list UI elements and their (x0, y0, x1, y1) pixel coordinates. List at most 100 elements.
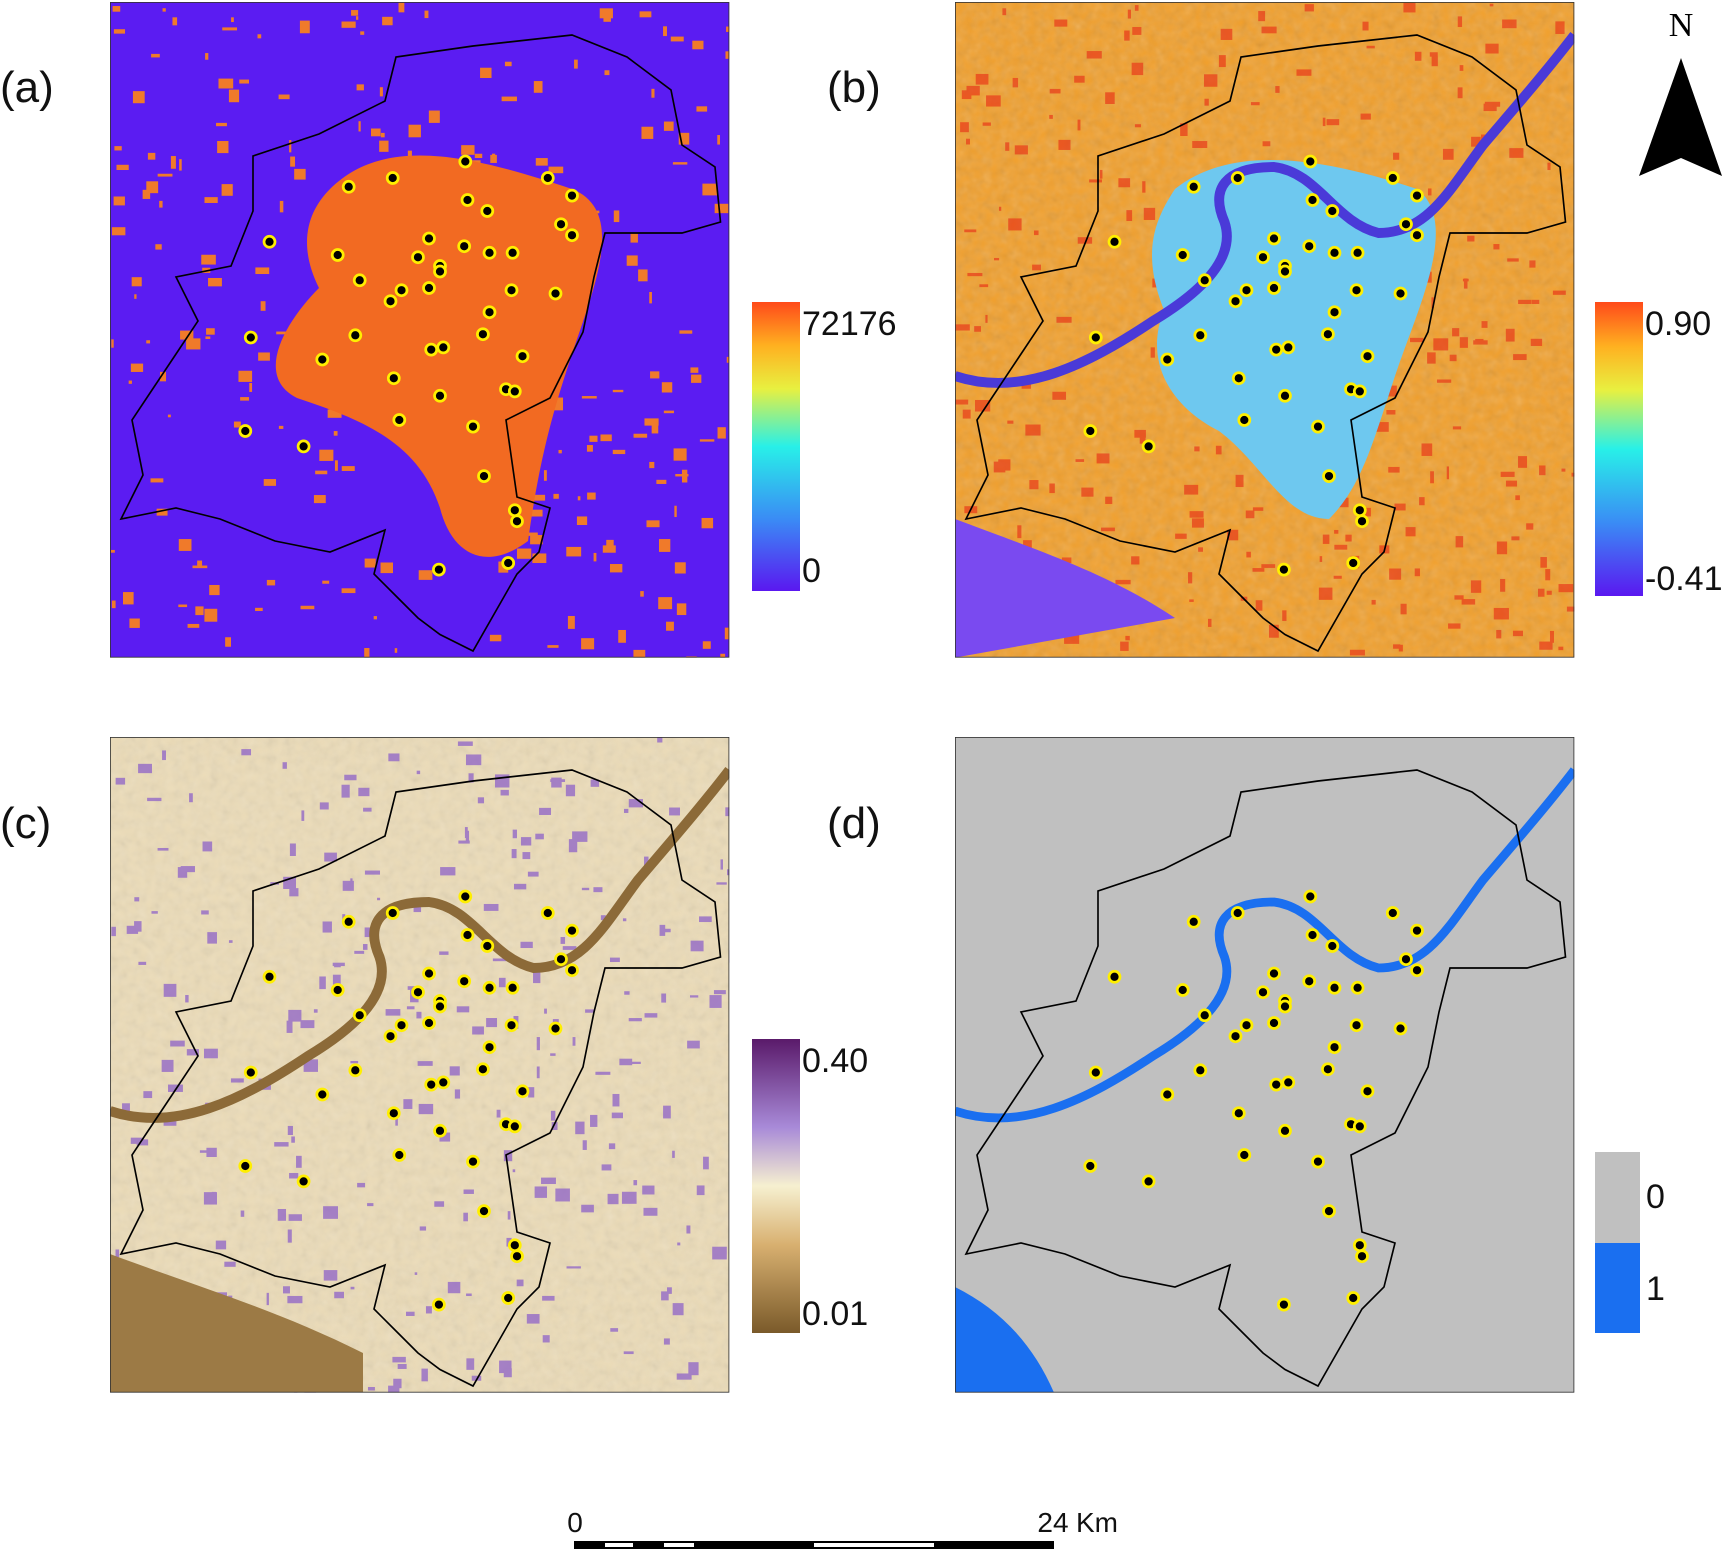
legend-label: 1 (1646, 1270, 1665, 1308)
land-patch (496, 1109, 501, 1118)
land-patch (1261, 564, 1276, 568)
land-patch (1319, 556, 1323, 562)
land-patch (533, 81, 543, 93)
land-patch (663, 410, 674, 414)
land-patch (663, 121, 674, 131)
land-patch (417, 1061, 433, 1066)
land-patch (702, 183, 718, 196)
land-patch (1175, 533, 1187, 539)
land-patch (379, 87, 383, 97)
land-patch (1511, 536, 1520, 541)
land-patch (225, 637, 232, 647)
land-patch (1132, 27, 1142, 35)
land-patch (714, 203, 729, 214)
land-patch (364, 558, 376, 568)
land-patch (638, 269, 648, 282)
land-patch (416, 770, 421, 775)
land-patch (1547, 162, 1551, 171)
legend-min: 0 (802, 552, 821, 590)
panel-label: (d) (827, 799, 881, 848)
land-patch (1180, 123, 1188, 137)
land-patch (201, 910, 209, 915)
land-patch (419, 1226, 427, 1231)
land-patch (600, 434, 612, 442)
land-patch (403, 1099, 413, 1109)
land-patch (344, 774, 357, 781)
land-patch (535, 833, 544, 840)
land-patch (590, 1114, 598, 1127)
land-patch (255, 267, 270, 275)
land-patch (566, 546, 582, 557)
land-patch (151, 911, 158, 914)
land-patch (511, 849, 517, 859)
land-patch (1120, 641, 1129, 651)
land-patch (477, 797, 485, 804)
land-patch (1017, 525, 1022, 539)
land-patch (643, 1207, 658, 1216)
land-patch (289, 1172, 299, 1179)
land-patch (180, 866, 195, 873)
land-patch (1410, 337, 1424, 343)
land-patch (507, 1211, 511, 1220)
land-patch (955, 399, 969, 405)
land-patch (1414, 51, 1422, 61)
land-patch (1473, 340, 1488, 345)
land-patch (550, 779, 566, 782)
land-patch (1105, 92, 1115, 105)
land-patch (1493, 607, 1509, 620)
land-patch (1322, 117, 1326, 127)
land-patch (1531, 299, 1540, 304)
land-patch (587, 492, 596, 500)
land-patch (702, 641, 711, 649)
land-patch (1538, 588, 1545, 597)
land-patch (660, 928, 671, 933)
land-patch (1481, 321, 1488, 328)
panel-label: (a) (0, 63, 54, 112)
land-patch (1452, 328, 1460, 337)
land-patch (979, 284, 989, 288)
land-patch (1089, 179, 1102, 183)
land-patch (716, 882, 727, 885)
land-patch (289, 140, 292, 153)
land-patch (1124, 30, 1130, 41)
land-patch (195, 606, 204, 616)
land-patch (1421, 443, 1433, 456)
land-patch (1056, 316, 1072, 323)
land-patch (630, 233, 638, 243)
map-panel (955, 2, 1575, 658)
land-patch (1064, 632, 1080, 644)
land-patch (206, 328, 215, 335)
land-patch (1457, 87, 1463, 99)
land-patch (725, 51, 730, 59)
land-patch (1007, 420, 1014, 424)
land-patch (1507, 258, 1519, 262)
north-label: N (1669, 7, 1694, 44)
land-patch (622, 918, 627, 922)
land-patch (536, 1066, 540, 1079)
land-patch (151, 53, 160, 58)
land-patch (490, 154, 497, 163)
land-patch (221, 184, 233, 196)
land-patch (1529, 260, 1536, 268)
land-patch (669, 807, 680, 816)
scale-label: 24 (1037, 1507, 1068, 1538)
land-patch (168, 1084, 183, 1092)
land-patch (323, 1206, 338, 1219)
land-patch (398, 2, 405, 13)
land-patch (1561, 468, 1566, 472)
land-patch (696, 106, 708, 112)
land-patch (974, 399, 991, 412)
land-patch (486, 1018, 498, 1028)
land-patch (334, 460, 338, 471)
land-patch (258, 352, 270, 361)
land-patch (624, 991, 630, 995)
land-patch (296, 1155, 302, 1168)
land-patch (565, 784, 576, 797)
land-patch (1262, 141, 1271, 147)
land-patch (301, 810, 305, 821)
land-patch (315, 470, 328, 475)
land-patch (535, 158, 548, 166)
land-patch (274, 1142, 289, 1147)
land-patch (550, 1053, 556, 1056)
land-patch (178, 604, 188, 608)
